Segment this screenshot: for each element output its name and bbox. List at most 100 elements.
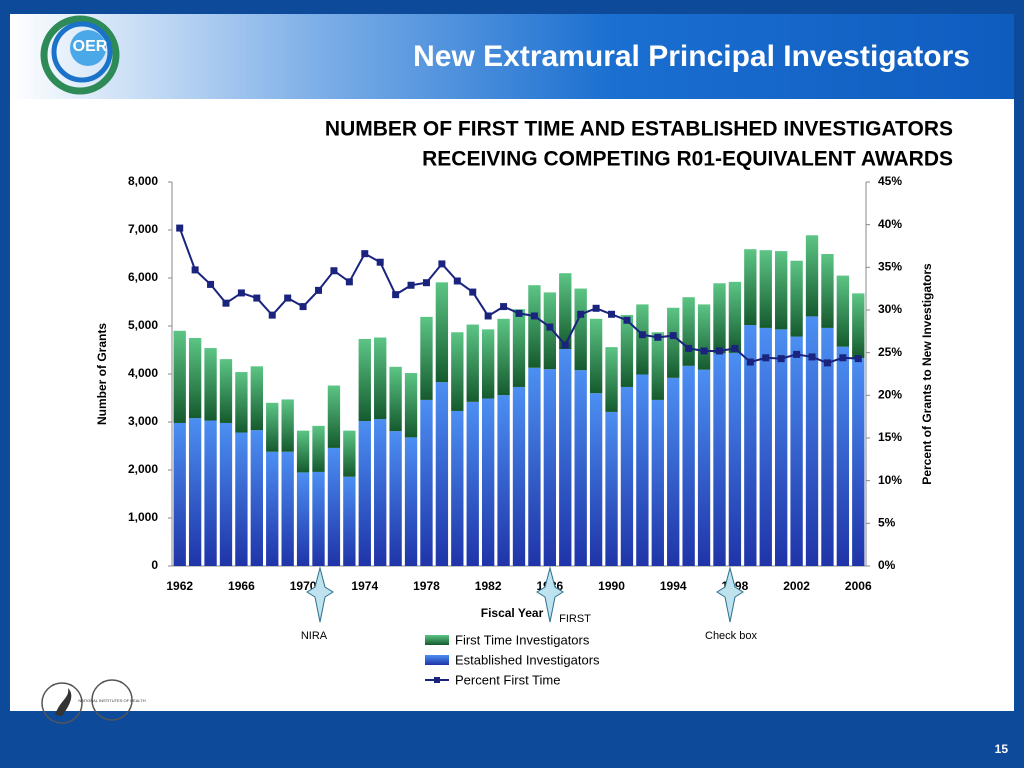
bar [790,336,803,566]
legend-swatch [425,635,449,645]
bar [466,324,479,402]
line-marker [376,258,384,266]
line-marker [268,311,276,319]
bar [374,337,387,420]
line-marker [777,355,785,363]
bar [852,293,865,359]
y2-tick-label: 15% [878,430,902,444]
line-marker [715,347,723,355]
x-tick-label: 1974 [351,579,378,593]
bar [528,367,541,566]
bar [204,348,217,421]
bar [481,329,495,399]
bar [173,330,186,423]
hhs-emblem [55,688,72,716]
y-tick-label: 3,000 [128,414,158,428]
line-marker [762,354,770,362]
bar [636,304,649,375]
y2-tick-label: 20% [878,388,902,402]
line-marker [731,344,739,352]
header-band [10,14,1014,99]
bar [651,399,664,566]
line-marker [284,294,292,302]
bar [389,366,402,432]
line-marker [530,312,538,320]
nih-seal [91,679,133,721]
bar [327,385,341,448]
y2-tick-label: 25% [878,345,902,359]
bar [836,275,850,347]
bar [173,422,186,566]
bar [404,373,418,438]
y-tick-label: 8,000 [128,174,158,188]
y-tick-label: 6,000 [128,270,158,284]
bar [435,282,449,383]
line-marker [654,333,662,341]
bar [713,353,726,566]
line-marker [808,353,816,361]
annotation-stars [306,566,744,623]
bar [235,372,248,433]
bar [528,285,541,368]
legend: First Time Investigators Established Inve… [425,632,600,687]
bar [589,393,603,566]
bar [713,283,726,354]
line-marker [191,266,199,274]
bar [296,430,310,473]
x-tick-label: 1994 [660,579,687,593]
bar [775,329,788,566]
y2-tick-label: 5% [878,516,896,530]
line-marker [407,281,415,289]
y-tick-label: 5,000 [128,318,158,332]
bar [497,318,510,396]
star-marker [536,566,564,623]
y2-tick-label: 40% [878,217,902,231]
bar [420,399,433,566]
y-tick-label: 2,000 [128,462,158,476]
x-axis-label: Fiscal Year [481,606,544,620]
bar [559,349,572,566]
bar [744,325,757,566]
bar [466,401,479,566]
bar [728,281,742,353]
legend-swatch [425,655,449,665]
bar [312,425,325,472]
y-tick-label: 1,000 [128,510,158,524]
line-marker [515,309,523,317]
annotation: FIRST [559,613,591,625]
legend-marker [434,677,440,683]
y-axis-label: Number of Grants [95,323,109,425]
legend-label: First Time Investigators [455,632,590,647]
bar [574,288,587,371]
y-tick-label: 0 [151,558,158,572]
bar [512,386,526,566]
x-tick-label: 1962 [166,579,193,593]
bar [250,366,263,431]
bar [775,251,788,330]
bar [188,338,202,419]
bar [404,437,418,566]
y2-axis-label: Percent of Grants to New Investigators [920,263,934,485]
line-marker [453,277,461,285]
line-marker [561,341,569,349]
bar [605,347,618,412]
legend-label: Established Investigators [455,652,600,667]
line-marker [577,310,585,318]
star-marker [306,566,334,623]
chart-title: NUMBER OF FIRST TIME AND ESTABLISHED INV… [325,118,953,141]
bar [744,249,757,326]
bar [667,307,680,378]
bar [636,374,649,566]
bar [821,254,834,328]
line-marker [392,291,400,299]
bar [435,382,449,566]
line-marker [546,323,554,331]
y2-tick-label: 45% [878,174,902,188]
line-marker [746,358,754,366]
line-marker [330,267,338,275]
bar [219,422,233,566]
logo-ring [40,15,120,95]
bar [374,419,387,566]
page-number: 15 [995,742,1009,756]
line-marker [253,294,261,302]
